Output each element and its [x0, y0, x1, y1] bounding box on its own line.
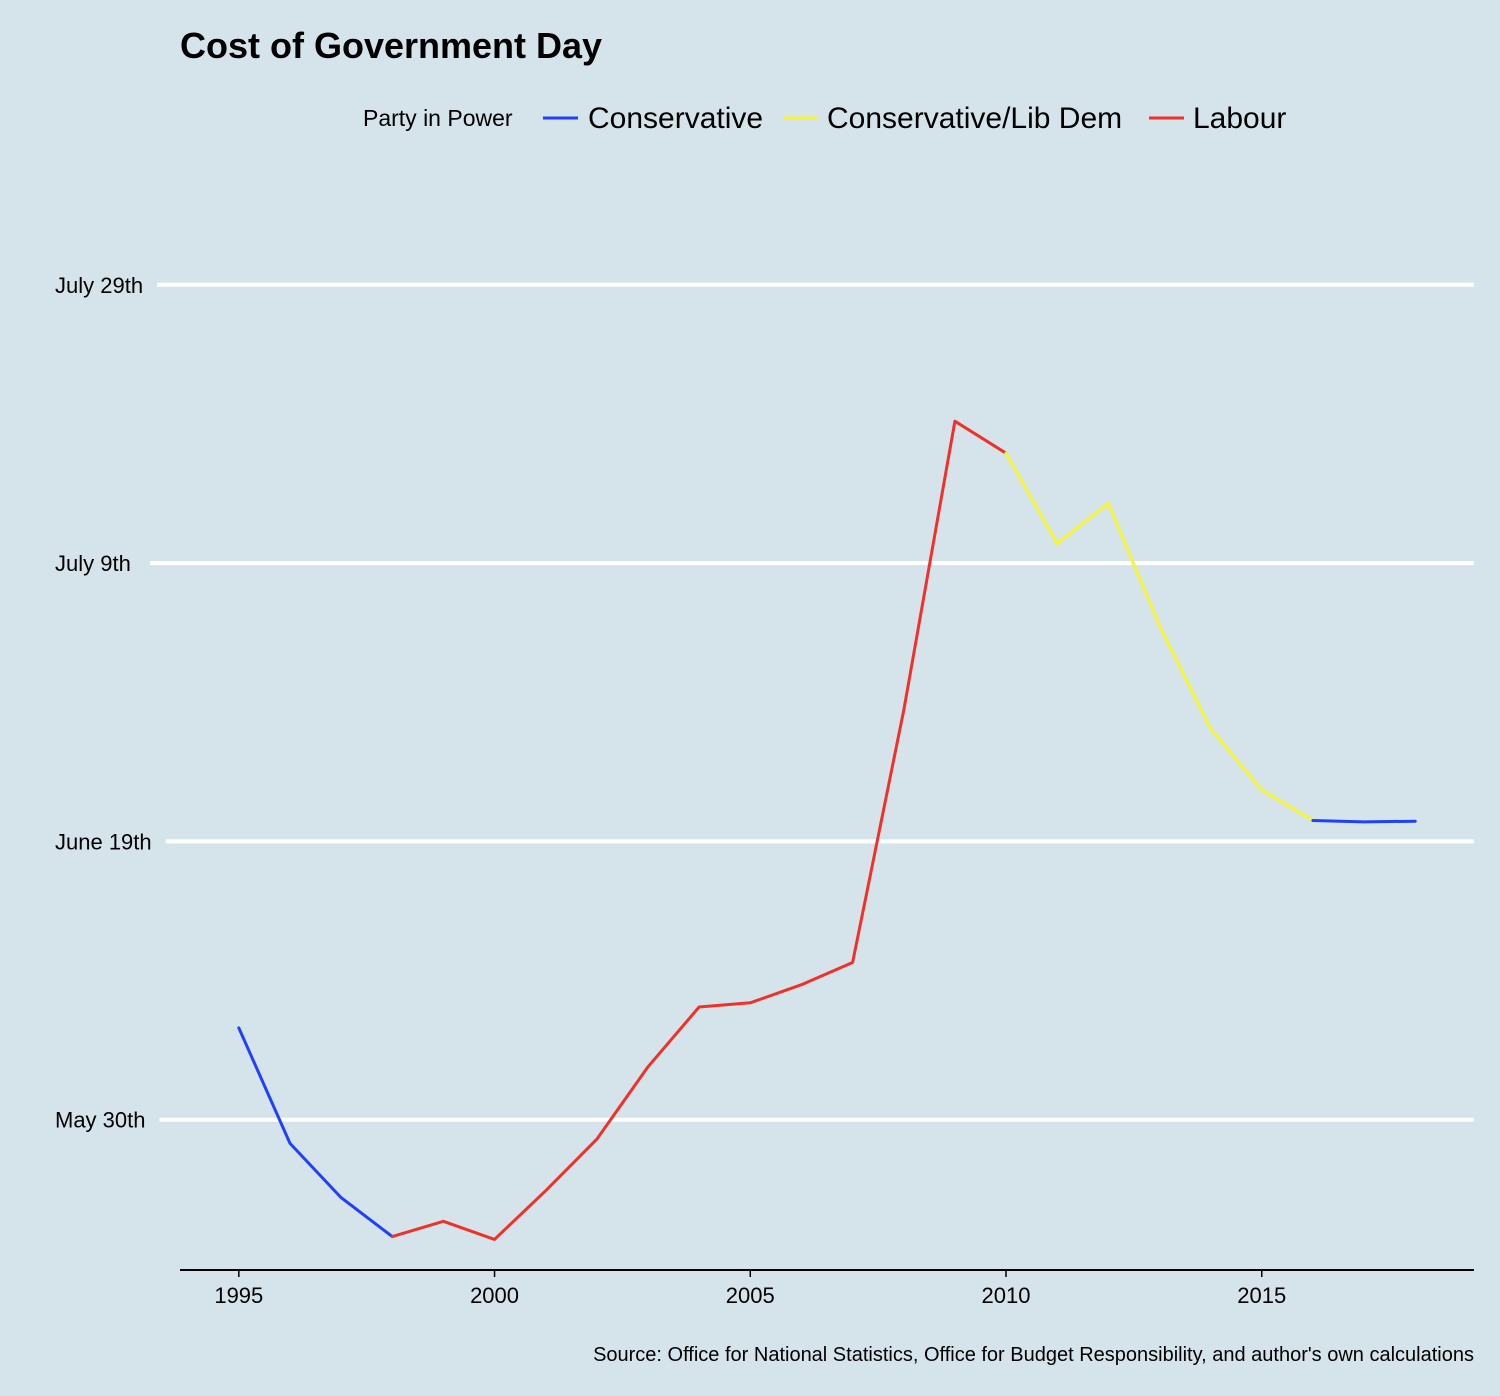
legend-title: Party in Power [363, 105, 513, 131]
legend: Party in Power Conservative Conservative… [363, 102, 1286, 135]
y-tick-label-july-9th: July 9th [55, 551, 131, 576]
series-lines [237, 419, 1417, 1241]
legend-label-labour: Labour [1193, 102, 1286, 135]
chart-title: Cost of Government Day [180, 25, 602, 66]
x-tick-label-2000: 2000 [470, 1283, 519, 1308]
series-line-conservative-lib-dem-2010-2016 [1004, 451, 1315, 822]
y-axis-tick-labels: May 30th June 19th July 9th July 29th [55, 273, 152, 1133]
series-line-conservative-2016-2018 [1311, 819, 1417, 824]
y-tick-label-july-29th: July 29th [55, 273, 143, 298]
x-tick-label-1995: 1995 [214, 1283, 263, 1308]
x-tick-label-2010: 2010 [982, 1283, 1031, 1308]
horizontal-gridlines [150, 282, 1474, 1122]
x-tick-label-2015: 2015 [1237, 1283, 1286, 1308]
legend-label-conservative: Conservative [588, 102, 763, 135]
series-line-conservative-1995-1998 [237, 1026, 394, 1239]
source-note: Source: Office for National Statistics, … [593, 1344, 1474, 1366]
y-tick-label-may-30th: May 30th [55, 1108, 146, 1133]
legend-label-conservative-lib-dem: Conservative/Lib Dem [827, 102, 1122, 135]
y-tick-label-june-19th: June 19th [55, 829, 152, 854]
x-tick-label-2005: 2005 [726, 1283, 775, 1308]
series-line-labour-1998-2010 [390, 419, 1008, 1241]
x-axis-ticks: 1995 2000 2005 2010 2015 [214, 1270, 1286, 1308]
